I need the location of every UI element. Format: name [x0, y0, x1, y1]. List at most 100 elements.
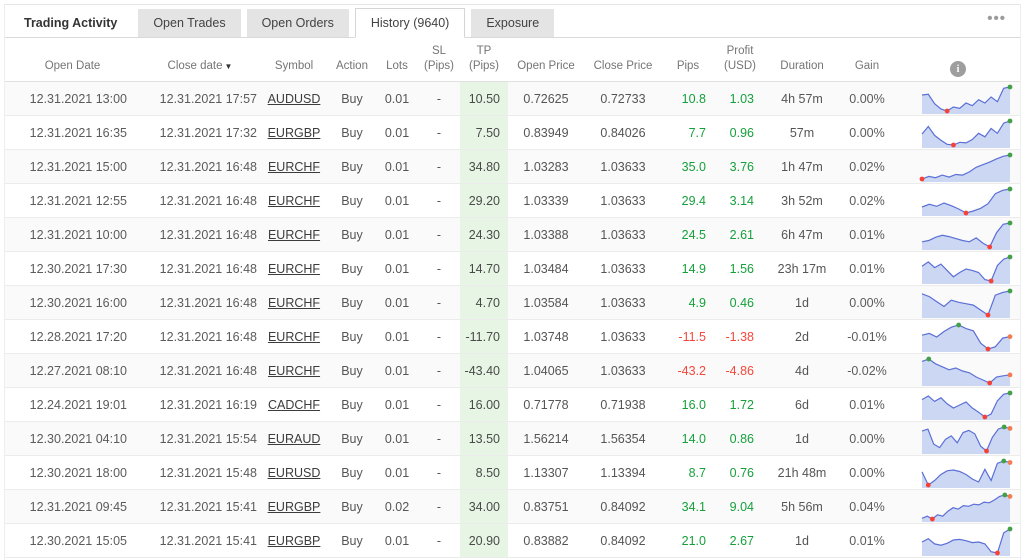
cell-tp: 14.70: [460, 252, 508, 285]
symbol-link[interactable]: EURCHF: [267, 227, 321, 242]
widget-menu-icon[interactable]: •••: [987, 10, 1006, 27]
column-header-close_price[interactable]: Close Price: [593, 60, 653, 73]
trade-sparkline-chart: [921, 356, 1013, 386]
sparkline-high-dot: [1007, 526, 1013, 531]
cell-sl: -: [436, 499, 442, 514]
symbol-link[interactable]: EURUSD: [267, 465, 321, 480]
cell-action: Buy: [341, 465, 363, 480]
cell-duration: 1d: [795, 431, 809, 446]
cell-tp: 4.70: [460, 286, 508, 319]
cell-lots: 0.01: [384, 91, 410, 106]
column-header-open_date[interactable]: Open Date: [44, 60, 101, 73]
cell-gain: 0.01%: [849, 533, 885, 548]
history-table-body: 12.31.2021 13:00 12.31.2021 17:57 AUDUSD Bu…: [5, 82, 1020, 558]
table-row: 12.31.2021 09:45 12.31.2021 15:41 EURGBP Bu…: [5, 490, 1020, 524]
tab-history[interactable]: History (9640): [354, 8, 466, 38]
cell-open_date: 12.24.2021 19:01: [29, 397, 127, 412]
symbol-link[interactable]: EURGBP: [267, 533, 321, 548]
cell-open_price: 1.03339: [523, 193, 569, 208]
trade-sparkline-chart: [919, 152, 1013, 182]
symbol-link[interactable]: EURCHF: [267, 295, 321, 310]
cell-lots: 0.02: [384, 499, 410, 514]
symbol-link[interactable]: EURCHF: [267, 261, 321, 276]
cell-symbol: AUDUSD: [260, 82, 328, 115]
cell-open_date: 12.31.2021 09:45: [29, 499, 127, 514]
cell-tp: 13.50: [460, 422, 508, 455]
cell-gain: 0.01%: [849, 261, 885, 276]
tab-open-orders[interactable]: Open Orders: [246, 9, 349, 37]
symbol-link[interactable]: EURCHF: [267, 193, 321, 208]
column-header-tp[interactable]: TP (Pips): [468, 45, 500, 73]
cell-profit: -4.86: [725, 363, 755, 378]
sparkline-high-dot: [926, 356, 932, 361]
cell-close_price: 0.72733: [600, 91, 646, 106]
table-row: 12.31.2021 12:55 12.31.2021 16:48 EURCHF Bu…: [5, 184, 1020, 218]
symbol-link[interactable]: EURGBP: [267, 499, 321, 514]
cell-action: Buy: [341, 533, 363, 548]
column-header-gain[interactable]: Gain: [854, 60, 880, 73]
column-header-action[interactable]: Action: [336, 60, 368, 73]
tab-exposure[interactable]: Exposure: [471, 9, 555, 37]
cell-duration: 1d: [795, 533, 809, 548]
cell-open_price: 1.04065: [523, 363, 569, 378]
cell-tp: 20.90: [460, 524, 508, 557]
cell-close_date: 12.31.2021 16:48: [159, 295, 257, 310]
cell-pips: 4.9: [688, 295, 706, 310]
info-icon[interactable]: i: [950, 61, 966, 77]
cell-pips: -43.2: [677, 363, 707, 378]
cell-close_price: 0.84026: [600, 125, 646, 140]
cell-sl: -: [436, 261, 442, 276]
cell-chart: [896, 184, 1020, 217]
cell-profit: 1.72: [729, 397, 754, 412]
cell-close_date: 12.31.2021 15:48: [159, 465, 257, 480]
symbol-link[interactable]: AUDUSD: [267, 91, 321, 106]
column-header-close_date[interactable]: Close date ▼: [167, 60, 233, 73]
cell-gain: 0.00%: [849, 431, 885, 446]
cell-close_price: 1.03633: [600, 295, 646, 310]
cell-profit: 3.14: [729, 193, 754, 208]
cell-action: Buy: [341, 159, 363, 174]
tab-open-trades[interactable]: Open Trades: [138, 9, 241, 37]
symbol-link[interactable]: EURGBP: [267, 125, 321, 140]
cell-chart: [896, 524, 1020, 557]
cell-profit: 2.61: [729, 227, 754, 242]
column-header-pips[interactable]: Pips: [676, 60, 700, 73]
column-header-open_price[interactable]: Open Price: [517, 60, 575, 73]
column-header-sl[interactable]: SL (Pips): [423, 45, 455, 73]
cell-open_price: 0.83751: [523, 499, 569, 514]
cell-symbol: EURCHF: [260, 184, 328, 217]
column-header-symbol[interactable]: Symbol: [274, 60, 314, 73]
sparkline-low-dot: [995, 550, 1000, 555]
symbol-link[interactable]: EURCHF: [267, 329, 321, 344]
table-row: 12.31.2021 16:35 12.31.2021 17:32 EURGBP Bu…: [5, 116, 1020, 150]
cell-close_date: 12.31.2021 16:48: [159, 329, 257, 344]
cell-close_price: 1.03633: [600, 159, 646, 174]
cell-sl: -: [436, 91, 442, 106]
cell-symbol: EURGBP: [260, 490, 328, 523]
symbol-link[interactable]: CADCHF: [267, 397, 321, 412]
cell-gain: 0.01%: [849, 227, 885, 242]
cell-close_date: 12.31.2021 17:57: [159, 91, 257, 106]
sparkline-high-dot: [1007, 220, 1013, 225]
cell-sl: -: [436, 465, 442, 480]
cell-action: Buy: [341, 295, 363, 310]
cell-profit: -1.38: [725, 329, 755, 344]
table-row: 12.28.2021 17:20 12.31.2021 16:48 EURCHF Bu…: [5, 320, 1020, 354]
cell-pips: 35.0: [681, 159, 706, 174]
cell-open_date: 12.31.2021 13:00: [29, 91, 127, 106]
tab-trading-activity[interactable]: Trading Activity: [9, 9, 133, 37]
column-header-duration[interactable]: Duration: [780, 60, 824, 73]
cell-gain: 0.00%: [849, 125, 885, 140]
symbol-link[interactable]: EURAUD: [267, 431, 321, 446]
table-row: 12.30.2021 16:00 12.31.2021 16:48 EURCHF Bu…: [5, 286, 1020, 320]
symbol-link[interactable]: EURCHF: [267, 363, 321, 378]
cell-close_date: 12.31.2021 16:48: [159, 363, 257, 378]
cell-pips: 8.7: [688, 465, 706, 480]
symbol-link[interactable]: EURCHF: [267, 159, 321, 174]
cell-sl: -: [436, 227, 442, 242]
cell-open_date: 12.30.2021 16:00: [29, 295, 127, 310]
cell-action: Buy: [341, 329, 363, 344]
column-header-profit[interactable]: Profit (USD): [724, 45, 756, 73]
column-header-lots[interactable]: Lots: [386, 60, 408, 73]
cell-open_price: 1.03484: [523, 261, 569, 276]
